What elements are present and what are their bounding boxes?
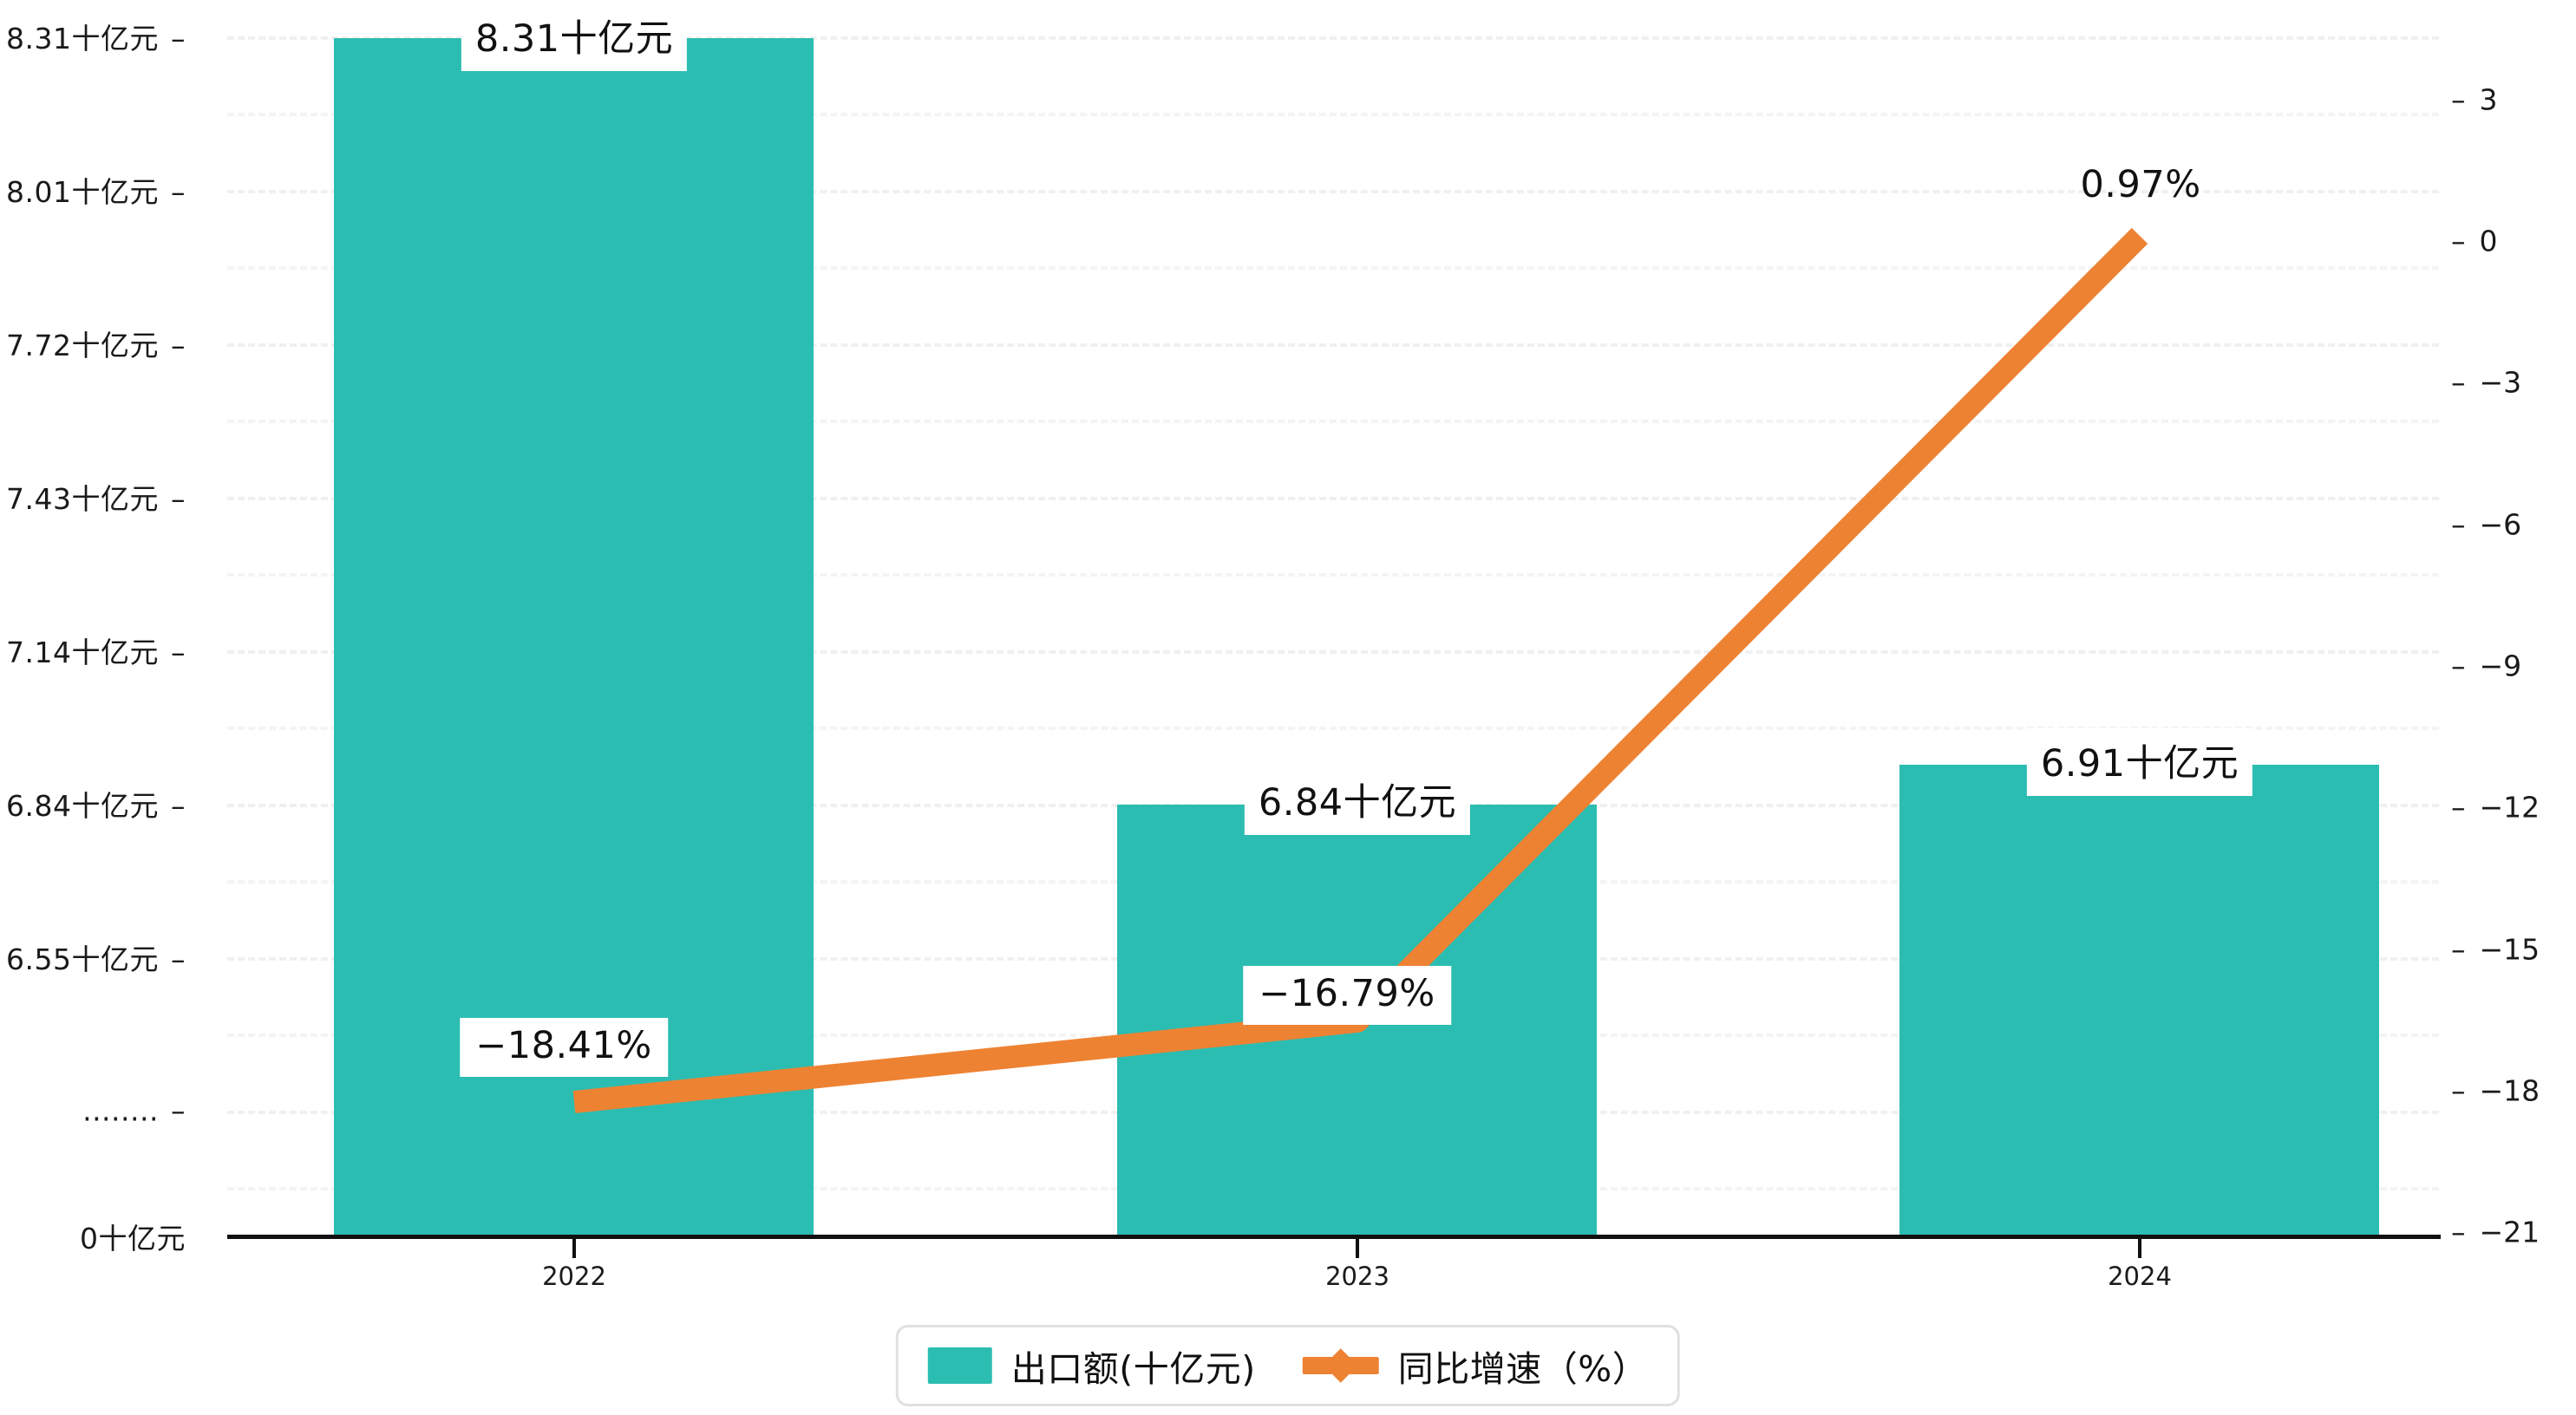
tick-dash-icon: – bbox=[2451, 790, 2466, 825]
y-axis-left-tick-8-31: 8.31十亿元 – bbox=[6, 16, 186, 57]
tick-dash-icon: – bbox=[171, 22, 186, 55]
y-axis-left-tick-label: 8.01十亿元 bbox=[6, 175, 159, 209]
x-axis-tick-mark-2024 bbox=[2138, 1239, 2141, 1258]
y-axis-left-tick-6-55: 6.55十亿元 – bbox=[6, 936, 186, 978]
y-axis-left-tick-label: 7.14十亿元 bbox=[6, 636, 159, 669]
bar-value-label-2022: 8.31十亿元 bbox=[461, 3, 688, 71]
x-axis-label-2022: 2022 bbox=[542, 1262, 606, 1291]
line-value-label-2024: 0.97% bbox=[2080, 163, 2201, 206]
gridline-8-31 bbox=[227, 36, 2439, 40]
y-axis-right-tick-label: −21 bbox=[2479, 1215, 2540, 1249]
x-axis-label-2024: 2024 bbox=[2108, 1262, 2172, 1291]
y-axis-right-tick-label: −3 bbox=[2479, 365, 2522, 400]
y-axis-left-tick-7-14: 7.14十亿元 – bbox=[6, 629, 186, 671]
y-axis-left-tick-label: 8.31十亿元 bbox=[6, 22, 159, 55]
y-axis-left-tick-7-43: 7.43十亿元 – bbox=[6, 476, 186, 518]
y-axis-right-tick-label: −6 bbox=[2479, 507, 2522, 542]
tick-dash-icon: – bbox=[2451, 649, 2466, 683]
y-axis-right-tick-0: –0 bbox=[2451, 225, 2498, 258]
y-axis-right-tick-minus21: – −21 bbox=[2451, 1216, 2540, 1249]
y-axis-left-tick-8-01: 8.01十亿元 – bbox=[6, 169, 186, 211]
y-axis-right-tick-minus3: – −3 bbox=[2451, 366, 2521, 400]
tick-dash-icon: – bbox=[171, 942, 186, 976]
tick-dash-icon: – bbox=[171, 482, 186, 516]
y-axis-right-tick-label: −9 bbox=[2479, 649, 2522, 683]
legend-label-export-value: 出口额(十亿元) bbox=[1010, 1348, 1256, 1390]
x-axis-label-2023: 2023 bbox=[1325, 1262, 1389, 1291]
tick-dash-icon: – bbox=[171, 329, 186, 362]
y-axis-right-tick-minus9: – −9 bbox=[2451, 649, 2521, 683]
tick-dash-icon: – bbox=[2451, 82, 2466, 117]
y-axis-left-tick-7-72: 7.72十亿元 – bbox=[6, 323, 186, 364]
x-axis-tick-mark-2023 bbox=[1356, 1239, 1359, 1258]
bar-2024[interactable] bbox=[1899, 765, 2379, 1236]
y-axis-right-tick-label: 3 bbox=[2479, 82, 2498, 117]
tick-dash-icon: – bbox=[171, 175, 186, 209]
bar-value-label-2024: 6.91十亿元 bbox=[2026, 728, 2253, 796]
y-axis-left-tick-label: 7.43十亿元 bbox=[6, 482, 159, 516]
bar-swatch-icon bbox=[927, 1347, 992, 1384]
gridline-8-01 bbox=[227, 190, 2439, 193]
tick-dash-icon: – bbox=[2451, 365, 2466, 400]
tick-dash-icon: – bbox=[2451, 1073, 2466, 1108]
tick-dash-icon: – bbox=[2451, 932, 2466, 967]
y-axis-right-tick-label: −12 bbox=[2479, 790, 2540, 825]
legend-item-growth-rate[interactable]: 同比增速（%） bbox=[1302, 1340, 1649, 1392]
tick-dash-icon: – bbox=[171, 636, 186, 669]
y-axis-right-tick-label: −18 bbox=[2479, 1073, 2540, 1108]
y-axis-left-tick-label: 6.55十亿元 bbox=[6, 942, 159, 976]
line-value-label-2022: −18.41% bbox=[460, 1018, 668, 1077]
y-axis-left-tick-6-84: 6.84十亿元 – bbox=[6, 783, 186, 825]
legend-label-growth-rate: 同比增速（%） bbox=[1397, 1348, 1649, 1390]
y-axis-left-tick-label: 0十亿元 bbox=[80, 1222, 186, 1255]
y-axis-right-tick-label: 0 bbox=[2479, 224, 2498, 258]
y-axis-right-tick-minus12: – −12 bbox=[2451, 791, 2540, 825]
line-value-label-2023: −16.79% bbox=[1243, 966, 1451, 1025]
y-axis-left-tick-label: ........ bbox=[82, 1093, 159, 1128]
y-axis-right-tick-3: –3 bbox=[2451, 83, 2498, 117]
y-axis-right-tick-minus15: – −15 bbox=[2451, 933, 2540, 967]
y-axis-right-tick-minus18: – −18 bbox=[2451, 1074, 2540, 1108]
x-axis-line bbox=[227, 1235, 2441, 1239]
y-axis-left-tick-0: 0十亿元 bbox=[80, 1216, 186, 1257]
tick-dash-icon: – bbox=[171, 789, 186, 823]
chart-legend: 出口额(十亿元) 同比增速（%） bbox=[895, 1325, 1681, 1406]
tick-dash-icon: – bbox=[2451, 507, 2466, 542]
gridline-minor-1 bbox=[227, 113, 2439, 116]
legend-item-export-value[interactable]: 出口额(十亿元) bbox=[927, 1340, 1256, 1392]
x-axis-tick-mark-2022 bbox=[572, 1239, 576, 1258]
y-axis-left-tick-label: 6.84十亿元 bbox=[6, 789, 159, 823]
line-swatch-marker bbox=[1323, 1348, 1358, 1383]
y-axis-left-tick-placeholder: ........ – bbox=[82, 1094, 186, 1128]
y-axis-left-tick-label: 7.72十亿元 bbox=[6, 329, 159, 362]
bar-value-label-2023: 6.84十亿元 bbox=[1244, 767, 1471, 835]
y-axis-right-tick-minus6: – −6 bbox=[2451, 508, 2521, 542]
tick-dash-icon: – bbox=[2451, 1215, 2466, 1249]
tick-dash-icon: – bbox=[2451, 224, 2466, 258]
y-axis-right-tick-label: −15 bbox=[2479, 932, 2540, 967]
tick-dash-icon: – bbox=[171, 1093, 186, 1128]
line-swatch-icon bbox=[1302, 1347, 1379, 1384]
